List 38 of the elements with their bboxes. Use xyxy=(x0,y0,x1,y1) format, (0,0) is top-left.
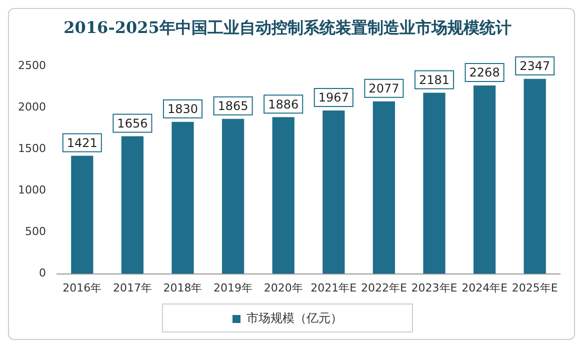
x-tick-label: 2022年E xyxy=(360,281,407,294)
x-tick-label: 2021年E xyxy=(310,281,357,294)
bar xyxy=(272,117,294,274)
y-tick-label: 2000 xyxy=(18,100,46,114)
x-tick-label: 2024年E xyxy=(462,281,508,294)
data-label: 1421 xyxy=(66,136,98,150)
data-label: 1830 xyxy=(167,102,198,116)
bar xyxy=(222,118,244,274)
data-label: 2077 xyxy=(368,81,400,96)
x-tick-label: 2019年 xyxy=(214,281,253,294)
bar xyxy=(322,110,345,274)
data-label: 1886 xyxy=(268,97,299,112)
x-tick-label: 2023年E xyxy=(411,281,458,294)
x-tick-label: 2025年E xyxy=(512,281,558,294)
bar xyxy=(423,92,446,274)
bar xyxy=(172,122,194,274)
data-label: 2181 xyxy=(418,72,450,87)
data-label: 1967 xyxy=(318,90,349,105)
x-tick-label: 2018年 xyxy=(163,281,202,294)
data-label: 1865 xyxy=(218,99,248,114)
y-tick-label: 1500 xyxy=(18,142,46,156)
y-tick-label: 500 xyxy=(24,225,46,238)
bar xyxy=(121,136,144,274)
bar xyxy=(473,85,496,274)
y-tick-label: 2500 xyxy=(18,59,46,72)
bar xyxy=(372,101,396,274)
data-label: 1656 xyxy=(117,116,148,130)
bar xyxy=(524,78,546,274)
x-tick-label: 2016年 xyxy=(62,281,102,294)
y-tick-label: 0 xyxy=(38,266,46,280)
x-tick-label: 2020年 xyxy=(264,281,303,294)
bar xyxy=(71,156,94,274)
data-label: 2347 xyxy=(520,59,550,74)
chart-title: 2016-2025年中国工业自动控制系统装置制造业市场规模统计 xyxy=(64,18,512,37)
y-tick-label: 1000 xyxy=(18,184,46,197)
data-label: 2268 xyxy=(469,66,500,80)
legend-label: 市场规模（亿元） xyxy=(246,311,342,326)
x-tick-label: 2017年 xyxy=(112,281,152,294)
